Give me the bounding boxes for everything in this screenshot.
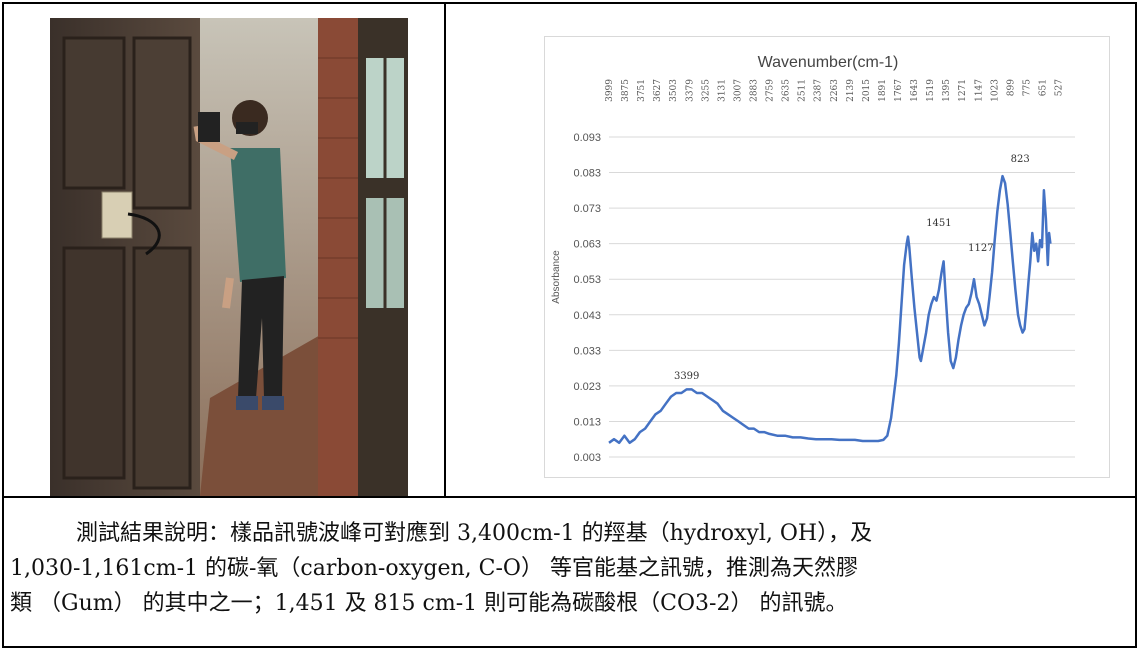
y-tick-label: 0.033 bbox=[573, 345, 601, 357]
y-tick-label: 0.093 bbox=[573, 132, 601, 144]
field-measurement-photo bbox=[50, 18, 408, 496]
x-tick-label: 1271 bbox=[958, 79, 968, 102]
result-description: 測試結果說明：樣品訊號波峰可對應到 3,400cm-1 的羥基（hydroxyl… bbox=[10, 516, 1136, 621]
caption-line-2: 1,030-1,161cm-1 的碳-氧（carbon-oxygen, C-O）… bbox=[10, 556, 858, 581]
y-tick-label: 0.043 bbox=[573, 310, 601, 322]
x-tick-label: 1891 bbox=[878, 79, 888, 102]
x-tick-label: 3751 bbox=[637, 79, 647, 102]
x-axis-ticks: 3999 3875 3751 3627 3503 3379 3255 3131 3007 2883… bbox=[605, 79, 1065, 102]
y-tick-label: 0.003 bbox=[573, 452, 601, 464]
y-tick-label: 0.053 bbox=[573, 274, 601, 286]
x-tick-label: 2511 bbox=[798, 79, 808, 102]
peak-annotations: 3399 1451 1127 823 bbox=[674, 154, 1030, 382]
x-tick-label: 3379 bbox=[685, 79, 695, 102]
x-tick-label: 3255 bbox=[701, 79, 711, 102]
x-tick-label: 775 bbox=[1022, 79, 1032, 96]
y-axis-label: Absorbance bbox=[551, 250, 562, 304]
chart-title: Wavenumber(cm-1) bbox=[758, 54, 899, 71]
x-tick-label: 3131 bbox=[717, 79, 727, 102]
y-tick-label: 0.063 bbox=[573, 239, 601, 251]
figure-row: Wavenumber(cm-1) 3999 3875 3751 3627 3503 337… bbox=[4, 4, 1135, 498]
x-tick-label: 1767 bbox=[894, 79, 904, 102]
x-tick-label: 1023 bbox=[990, 79, 1000, 102]
peak-label-3399: 3399 bbox=[674, 371, 699, 382]
y-axis-ticks: 0.093 0.083 0.073 0.063 0.053 0.043 0.033 0.023… bbox=[573, 132, 601, 464]
x-tick-label: 3875 bbox=[621, 79, 631, 102]
chart-svg: Wavenumber(cm-1) 3999 3875 3751 3627 3503 337… bbox=[551, 54, 1075, 464]
x-tick-label: 2015 bbox=[862, 79, 872, 102]
y-tick-label: 0.013 bbox=[573, 416, 601, 428]
y-tick-label: 0.083 bbox=[573, 168, 601, 180]
x-tick-label: 1643 bbox=[910, 79, 920, 102]
peak-label-1451: 1451 bbox=[926, 218, 951, 229]
x-tick-label: 3007 bbox=[733, 79, 743, 102]
column-divider bbox=[444, 4, 446, 498]
x-tick-label: 2387 bbox=[814, 79, 824, 102]
x-tick-label: 2263 bbox=[830, 79, 840, 102]
x-tick-label: 651 bbox=[1039, 79, 1049, 96]
x-tick-label: 3627 bbox=[653, 79, 663, 102]
x-tick-label: 2883 bbox=[750, 79, 760, 102]
x-tick-label: 3999 bbox=[605, 79, 615, 102]
caption-line-1: 測試結果說明：樣品訊號波峰可對應到 3,400cm-1 的羥基（hydroxyl… bbox=[76, 521, 873, 546]
x-tick-label: 899 bbox=[1006, 79, 1016, 96]
peak-label-1127: 1127 bbox=[968, 243, 993, 254]
y-tick-label: 0.023 bbox=[573, 381, 601, 393]
caption-line-3: 類 （Gum） 的其中之一；1,451 及 815 cm-1 則可能為碳酸根（C… bbox=[10, 591, 848, 616]
x-tick-label: 2635 bbox=[782, 79, 792, 102]
absorbance-series-line bbox=[608, 174, 1052, 445]
ftir-spectrum-chart: Wavenumber(cm-1) 3999 3875 3751 3627 3503 337… bbox=[544, 36, 1110, 478]
peak-label-823: 823 bbox=[1011, 154, 1030, 165]
photo-illustration bbox=[50, 18, 408, 496]
x-tick-label: 527 bbox=[1055, 79, 1065, 96]
x-tick-label: 1395 bbox=[942, 79, 952, 102]
x-tick-label: 3503 bbox=[669, 79, 679, 102]
x-tick-label: 2759 bbox=[766, 79, 776, 102]
x-tick-label: 2139 bbox=[846, 79, 856, 102]
x-tick-label: 1519 bbox=[926, 79, 936, 102]
x-tick-label: 1147 bbox=[974, 79, 984, 102]
y-tick-label: 0.073 bbox=[573, 203, 601, 215]
